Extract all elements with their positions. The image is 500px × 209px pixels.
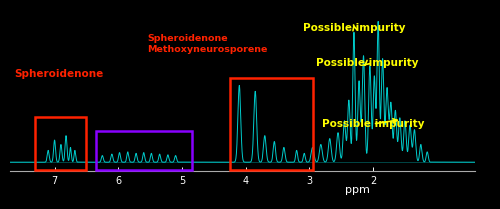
Bar: [36, 117, 86, 170]
Text: Possible impurity: Possible impurity: [303, 23, 406, 33]
Text: Spheroidenone
Methoxyneurosporene: Spheroidenone Methoxyneurosporene: [147, 34, 268, 54]
Bar: [96, 131, 192, 170]
Bar: [230, 78, 312, 170]
Text: ppm: ppm: [345, 185, 370, 195]
Text: Possible impurity: Possible impurity: [316, 58, 418, 68]
Text: Possible impurity: Possible impurity: [322, 119, 424, 129]
Text: Spheroidenone: Spheroidenone: [14, 69, 104, 79]
